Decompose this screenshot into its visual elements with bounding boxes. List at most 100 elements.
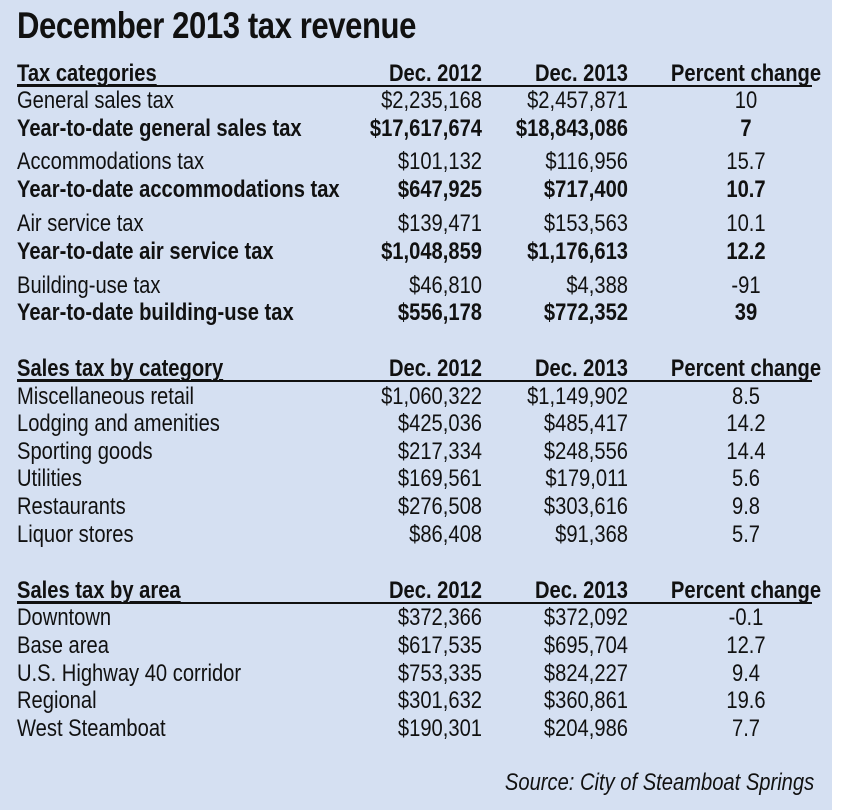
row-label: Miscellaneous retail xyxy=(17,383,195,410)
page-title: December 2013 tax revenue xyxy=(17,5,416,46)
value-dec-2012: $301,632 xyxy=(397,687,482,714)
value-dec-2012: $2,235,168 xyxy=(381,87,482,114)
column-header: Dec. 2012 xyxy=(388,60,482,87)
table-row: Utilities $169,561 $179,011 5.6 xyxy=(0,465,832,492)
value-dec-2013: $360,861 xyxy=(543,687,628,714)
value-dec-2012: $86,408 xyxy=(409,521,482,548)
percent-change: 12.2 xyxy=(726,238,766,265)
value-dec-2013: $303,616 xyxy=(543,493,628,520)
table-row: Downtown $372,366 $372,092 -0.1 xyxy=(0,604,832,631)
table-row: Regional $301,632 $360,861 19.6 xyxy=(0,687,832,714)
percent-change: 10.7 xyxy=(726,176,766,203)
value-dec-2013: $824,227 xyxy=(543,660,628,687)
value-dec-2012: $425,036 xyxy=(397,410,482,437)
value-dec-2012: $1,060,322 xyxy=(381,383,482,410)
column-header: Dec. 2013 xyxy=(534,577,628,604)
column-header: Dec. 2013 xyxy=(534,60,628,87)
percent-change: 39 xyxy=(734,299,758,326)
percent-change: 10 xyxy=(734,87,758,114)
percent-change: 10.1 xyxy=(726,210,766,237)
percent-change: 5.7 xyxy=(731,521,761,548)
value-dec-2013: $717,400 xyxy=(543,176,628,203)
value-dec-2012: $217,334 xyxy=(397,438,482,465)
table-header: Sales tax by area Dec. 2012 Dec. 2013 Perce… xyxy=(0,577,832,604)
column-header: Percent change xyxy=(670,60,822,87)
value-dec-2012: $276,508 xyxy=(397,493,482,520)
table-row: Miscellaneous retail $1,060,322 $1,149,902… xyxy=(0,383,832,410)
column-header: Tax categories xyxy=(17,60,157,87)
column-header: Percent change xyxy=(670,355,822,382)
value-dec-2012: $101,132 xyxy=(397,148,482,175)
table-header: Sales tax by category Dec. 2012 Dec. 2013 P… xyxy=(0,355,832,382)
row-label: Utilities xyxy=(17,465,82,492)
row-label: Year-to-date general sales tax xyxy=(17,115,302,142)
value-dec-2012: $190,301 xyxy=(397,715,482,742)
row-label: Air service tax xyxy=(17,210,144,237)
percent-change: -0.1 xyxy=(728,604,764,631)
value-dec-2012: $46,810 xyxy=(409,272,482,299)
value-dec-2012: $1,048,859 xyxy=(381,238,482,265)
table-row: Accommodations tax $101,132 $116,956 15.7 xyxy=(0,148,832,175)
table-row: Liquor stores $86,408 $91,368 5.7 xyxy=(0,521,832,548)
percent-change: 14.2 xyxy=(726,410,766,437)
row-label: Lodging and amenities xyxy=(17,410,220,437)
value-dec-2013: $1,176,613 xyxy=(527,238,628,265)
row-label: Liquor stores xyxy=(17,521,134,548)
percent-change: -91 xyxy=(731,272,761,299)
value-dec-2013: $695,704 xyxy=(543,632,628,659)
row-label: Year-to-date accommodations tax xyxy=(17,176,340,203)
percent-change: 14.4 xyxy=(726,438,766,465)
row-label: Accommodations tax xyxy=(17,148,205,175)
value-dec-2012: $617,535 xyxy=(397,632,482,659)
table-row: Base area $617,535 $695,704 12.7 xyxy=(0,632,832,659)
row-label: Sporting goods xyxy=(17,438,153,465)
row-label: Restaurants xyxy=(17,493,126,520)
row-label: Year-to-date building-use tax xyxy=(17,299,294,326)
value-dec-2012: $556,178 xyxy=(397,299,482,326)
source-credit: Source: City of Steamboat Springs xyxy=(504,769,814,796)
table-row: Building-use tax $46,810 $4,388 -91 xyxy=(0,272,832,299)
row-label: Year-to-date air service tax xyxy=(17,238,274,265)
value-dec-2013: $1,149,902 xyxy=(527,383,628,410)
table-row: Year-to-date air service tax $1,048,859 $1… xyxy=(0,238,832,265)
value-dec-2013: $248,556 xyxy=(543,438,628,465)
value-dec-2013: $116,956 xyxy=(545,148,628,175)
header-divider xyxy=(17,602,812,604)
value-dec-2013: $2,457,871 xyxy=(527,87,628,114)
value-dec-2013: $18,843,086 xyxy=(515,115,628,142)
column-header: Dec. 2012 xyxy=(388,355,482,382)
value-dec-2013: $485,417 xyxy=(543,410,628,437)
header-divider xyxy=(17,85,812,87)
value-dec-2013: $179,011 xyxy=(545,465,628,492)
value-dec-2013: $91,368 xyxy=(555,521,628,548)
column-header: Dec. 2013 xyxy=(534,355,628,382)
table-row: General sales tax $2,235,168 $2,457,871 10 xyxy=(0,87,832,114)
table-row: Restaurants $276,508 $303,616 9.8 xyxy=(0,493,832,520)
table-row: Air service tax $139,471 $153,563 10.1 xyxy=(0,210,832,237)
column-header: Dec. 2012 xyxy=(388,577,482,604)
row-label: Base area xyxy=(17,632,109,659)
table-row: Year-to-date building-use tax $556,178 $77… xyxy=(0,299,832,326)
value-dec-2012: $753,335 xyxy=(397,660,482,687)
value-dec-2012: $372,366 xyxy=(397,604,482,631)
value-dec-2012: $139,471 xyxy=(397,210,482,237)
table-header: Tax categories Dec. 2012 Dec. 2013 Percent … xyxy=(0,60,832,87)
value-dec-2013: $4,388 xyxy=(566,272,628,299)
row-label: West Steamboat xyxy=(17,715,166,742)
value-dec-2012: $647,925 xyxy=(397,176,482,203)
value-dec-2013: $372,092 xyxy=(543,604,628,631)
value-dec-2013: $204,986 xyxy=(543,715,628,742)
table-row: U.S. Highway 40 corridor $753,335 $824,227… xyxy=(0,660,832,687)
percent-change: 7 xyxy=(740,115,752,142)
percent-change: 9.4 xyxy=(731,660,761,687)
value-dec-2013: $153,563 xyxy=(543,210,628,237)
percent-change: 7.7 xyxy=(731,715,761,742)
percent-change: 9.8 xyxy=(731,493,761,520)
percent-change: 12.7 xyxy=(726,632,766,659)
column-header: Sales tax by category xyxy=(17,355,224,382)
table-row: Sporting goods $217,334 $248,556 14.4 xyxy=(0,438,832,465)
row-label: Building-use tax xyxy=(17,272,161,299)
percent-change: 15.7 xyxy=(726,148,766,175)
table-row: Year-to-date general sales tax $17,617,67… xyxy=(0,115,832,142)
